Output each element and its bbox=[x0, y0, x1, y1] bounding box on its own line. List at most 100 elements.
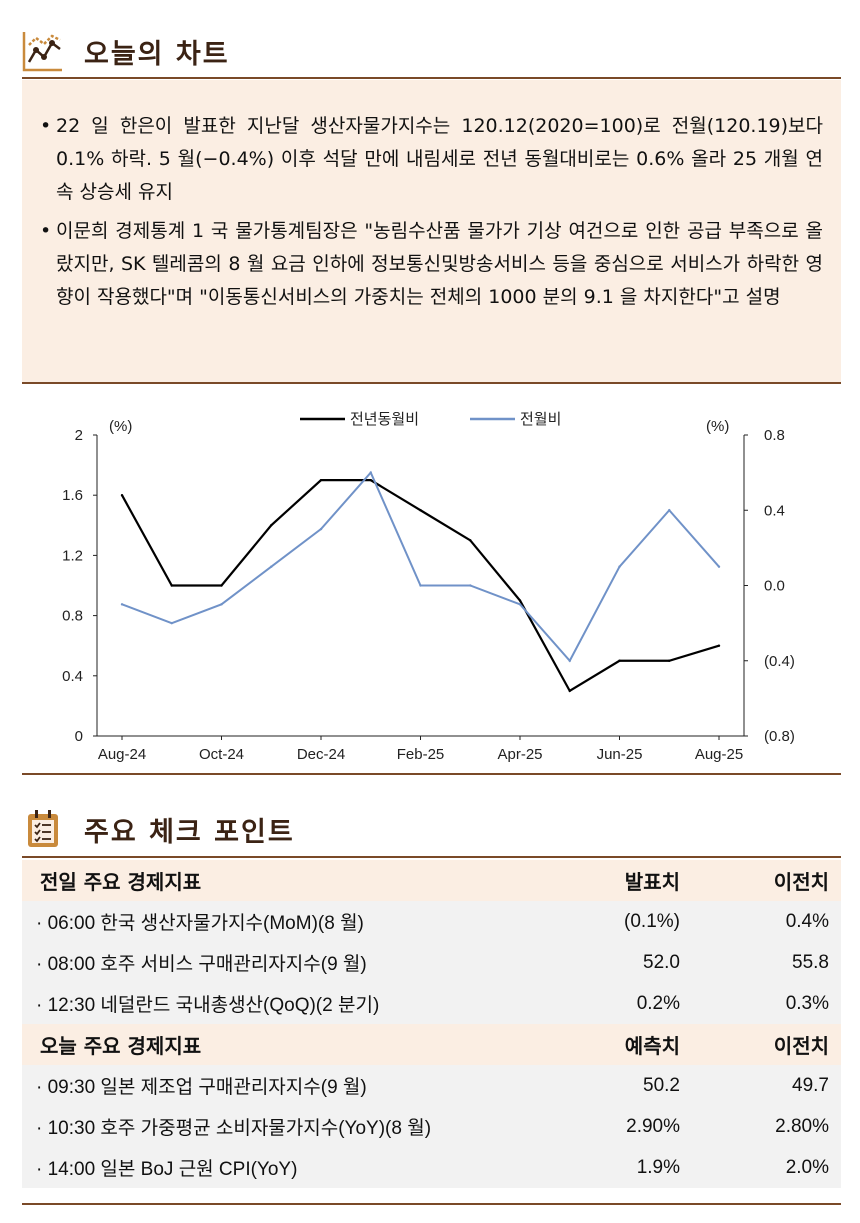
table-row: · 08:00 호주 서비스 구매관리자지수(9 월) 52.0 55.8 bbox=[22, 942, 841, 983]
indicator-name: · 08:00 호주 서비스 구매관리자지수(9 월) bbox=[22, 942, 582, 983]
right-axis-unit: (%) bbox=[706, 418, 729, 435]
section-divider bbox=[22, 856, 841, 858]
table-bottom-rule bbox=[22, 1203, 841, 1205]
right-tick-label: 0.4 bbox=[764, 502, 785, 519]
series-point-2 bbox=[319, 527, 323, 531]
series-line-2 bbox=[121, 470, 720, 663]
right-tick-label: 0.0 bbox=[764, 578, 785, 595]
x-tick-label: Jun-25 bbox=[597, 746, 643, 763]
x-tick-label: Apr-25 bbox=[497, 746, 542, 763]
indicator-previous: 0.4% bbox=[692, 901, 841, 942]
header-label: 오늘 주요 경제지표 bbox=[22, 1024, 582, 1065]
section-title: 주요 체크 포인트 bbox=[84, 816, 295, 848]
indicator-previous: 55.8 bbox=[692, 942, 841, 983]
indicator-actual: (0.1%) bbox=[582, 901, 692, 942]
indicator-name: · 10:30 호주 가중평균 소비자물가지수(YoY)(8 월) bbox=[22, 1106, 582, 1147]
series-point-1 bbox=[220, 584, 223, 587]
section-title: 오늘의 차트 bbox=[84, 38, 230, 70]
indicator-forecast: 2.90% bbox=[582, 1106, 692, 1147]
series-point-2 bbox=[668, 509, 671, 512]
table-row: · 14:00 일본 BoJ 근원 CPI(YoY) 1.9% 2.0% bbox=[22, 1147, 841, 1188]
indicator-previous: 2.0% bbox=[692, 1147, 841, 1188]
x-tick-label: Aug-25 bbox=[695, 746, 743, 763]
table-header-yesterday: 전일 주요 경제지표 발표치 이전치 bbox=[22, 860, 841, 901]
indicator-name: · 09:30 일본 제조업 구매관리자지수(9 월) bbox=[22, 1065, 582, 1106]
series-point-2 bbox=[419, 584, 422, 587]
series-point-2 bbox=[369, 471, 372, 474]
table-header-today: 오늘 주요 경제지표 예측치 이전치 bbox=[22, 1024, 841, 1065]
header-actual: 발표치 bbox=[582, 860, 692, 901]
section-header-check-points: 주요 체크 포인트 bbox=[22, 808, 295, 850]
bullet-item: • 이문희 경제통계 1 국 물가통계팀장은 "농림수산품 물가가 기상 여건으… bbox=[40, 215, 823, 314]
table-row: · 12:30 네덜란드 국내총생산(QoQ)(2 분기) 0.2% 0.3% bbox=[22, 983, 841, 1024]
series-point-2 bbox=[120, 603, 124, 606]
series-point-1 bbox=[469, 539, 472, 542]
series-point-2 bbox=[618, 565, 621, 568]
legend-label-2: 전월비 bbox=[520, 410, 561, 428]
bullet-text: 이문희 경제통계 1 국 물가통계팀장은 "농림수산품 물가가 기상 여건으로 … bbox=[56, 220, 823, 308]
line-chart-icon bbox=[22, 30, 64, 72]
series-point-1 bbox=[717, 644, 721, 647]
series-point-1 bbox=[518, 599, 522, 602]
series-point-1 bbox=[369, 478, 372, 482]
x-tick-label: Dec-24 bbox=[297, 746, 345, 763]
left-tick-label: 1.2 bbox=[62, 547, 83, 564]
section-divider bbox=[22, 382, 841, 384]
indicator-previous: 49.7 bbox=[692, 1065, 841, 1106]
indicator-name: · 14:00 일본 BoJ 근원 CPI(YoY) bbox=[22, 1147, 582, 1188]
left-tick-label: 0.8 bbox=[62, 608, 83, 625]
left-tick-label: 0 bbox=[75, 728, 83, 745]
section-divider bbox=[22, 77, 841, 79]
series-point-2 bbox=[469, 584, 472, 587]
indicator-forecast: 1.9% bbox=[582, 1147, 692, 1188]
checklist-icon bbox=[22, 808, 64, 850]
legend-label-1: 전년동월비 bbox=[350, 410, 419, 428]
indicator-forecast: 50.2 bbox=[582, 1065, 692, 1106]
left-tick-label: 1.6 bbox=[62, 487, 83, 504]
series-point-2 bbox=[717, 565, 721, 568]
header-label: 전일 주요 경제지표 bbox=[22, 860, 582, 901]
section-header-todays-chart: 오늘의 차트 bbox=[22, 30, 230, 72]
table-row: · 10:30 호주 가중평균 소비자물가지수(YoY)(8 월) 2.90% … bbox=[22, 1106, 841, 1147]
series-point-2 bbox=[518, 603, 522, 606]
bullet-item: • 22 일 한은이 발표한 지난달 생산자물가지수는 120.12(2020=… bbox=[40, 110, 823, 209]
series-point-1 bbox=[568, 689, 571, 693]
bullet-dot: • bbox=[40, 115, 52, 137]
series-point-1 bbox=[319, 478, 323, 482]
header-previous: 이전치 bbox=[692, 1024, 841, 1065]
x-tick-label: Feb-25 bbox=[397, 746, 445, 763]
series-point-1 bbox=[419, 509, 422, 512]
x-tick-label: Oct-24 bbox=[199, 746, 244, 763]
summary-box: • 22 일 한은이 발표한 지난달 생산자물가지수는 120.12(2020=… bbox=[22, 80, 841, 382]
left-axis-unit: (%) bbox=[109, 418, 132, 435]
line-chart: 0 0.4 0.8 1.2 1.6 2 (0.8) (0.4) 0.0 0.4 0.8 (%) (%) A… bbox=[62, 410, 795, 763]
bullet-dot: • bbox=[40, 220, 52, 242]
section-divider bbox=[22, 773, 841, 775]
indicator-name: · 06:00 한국 생산자물가지수(MoM)(8 월) bbox=[22, 901, 582, 942]
indicator-previous: 0.3% bbox=[692, 983, 841, 1024]
x-tick-label: Aug-24 bbox=[98, 746, 146, 763]
header-forecast: 예측치 bbox=[582, 1024, 692, 1065]
chart-container: 0 0.4 0.8 1.2 1.6 2 (0.8) (0.4) 0.0 0.4 0.8 (%) (%) A… bbox=[22, 395, 841, 773]
series-point-1 bbox=[668, 659, 671, 662]
series-point-2 bbox=[220, 603, 223, 606]
right-tick-label: (0.8) bbox=[764, 728, 795, 745]
header-previous: 이전치 bbox=[692, 860, 841, 901]
left-tick-label: 0.4 bbox=[62, 668, 83, 685]
series-point-1 bbox=[120, 494, 124, 497]
indicator-table: 전일 주요 경제지표 발표치 이전치 · 06:00 한국 생산자물가지수(Mo… bbox=[22, 860, 841, 1188]
indicator-actual: 52.0 bbox=[582, 942, 692, 983]
indicator-actual: 0.2% bbox=[582, 983, 692, 1024]
indicator-name: · 12:30 네덜란드 국내총생산(QoQ)(2 분기) bbox=[22, 983, 582, 1024]
series-point-2 bbox=[568, 659, 571, 662]
right-tick-label: 0.8 bbox=[764, 427, 785, 444]
series-point-1 bbox=[270, 524, 273, 527]
left-tick-label: 2 bbox=[75, 427, 83, 444]
table-row: · 06:00 한국 생산자물가지수(MoM)(8 월) (0.1%) 0.4% bbox=[22, 901, 841, 942]
indicator-previous: 2.80% bbox=[692, 1106, 841, 1147]
right-tick-label: (0.4) bbox=[764, 653, 795, 670]
table-row: · 09:30 일본 제조업 구매관리자지수(9 월) 50.2 49.7 bbox=[22, 1065, 841, 1106]
series-point-1 bbox=[170, 584, 173, 587]
bullet-text: 22 일 한은이 발표한 지난달 생산자물가지수는 120.12(2020=10… bbox=[56, 115, 823, 203]
series-point-2 bbox=[170, 621, 173, 625]
